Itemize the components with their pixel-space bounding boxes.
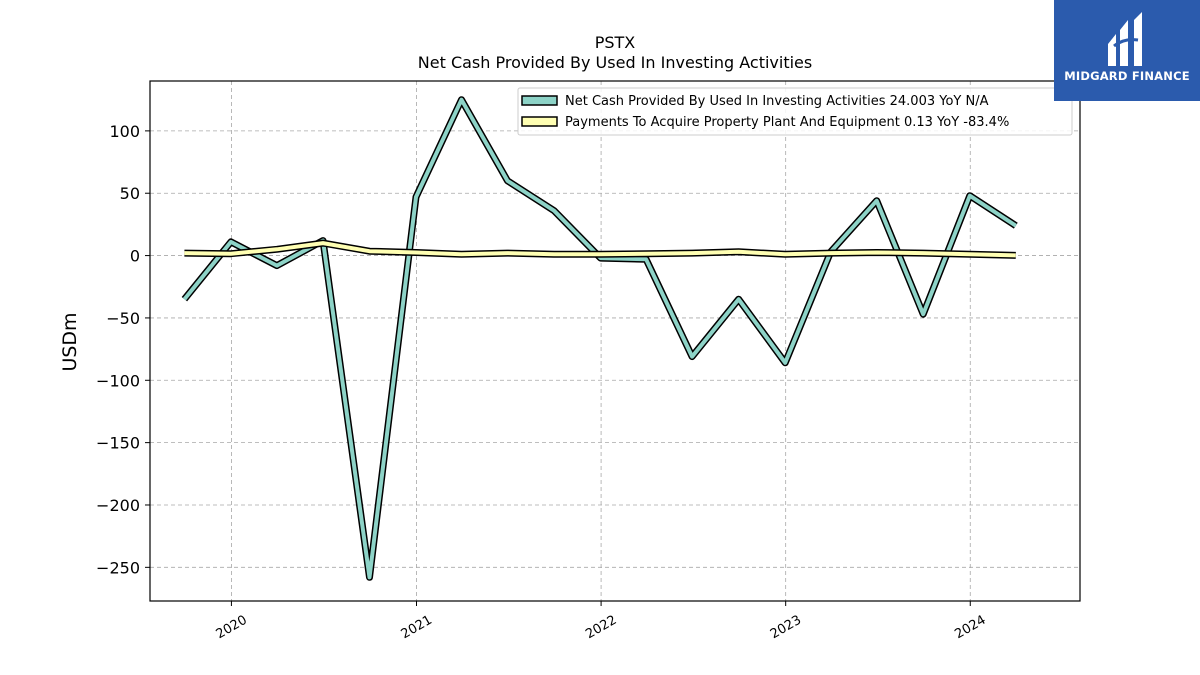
x-tick-label: 2020 xyxy=(214,613,250,643)
grid-lines xyxy=(150,81,1080,601)
series-2 xyxy=(184,239,1016,259)
y-tick-label: −200 xyxy=(96,496,140,515)
chart-subtitle: Net Cash Provided By Used In Investing A… xyxy=(418,53,812,72)
y-tick-label: −250 xyxy=(96,558,140,577)
y-tick-label: −100 xyxy=(96,371,140,390)
legend-label: Payments To Acquire Property Plant And E… xyxy=(565,115,1009,130)
legend-swatch xyxy=(521,95,558,106)
series-line-outline xyxy=(181,96,1018,581)
chart-title: PSTX xyxy=(595,33,636,52)
y-tick-label: 0 xyxy=(130,247,140,266)
x-tick-label: 2022 xyxy=(583,613,619,643)
y-axis-ticks: 100 50 0 −50 −100 −150 −200 −250 xyxy=(96,122,150,577)
legend-swatch xyxy=(521,116,558,127)
y-tick-label: −50 xyxy=(106,309,140,328)
x-axis-ticks: 2020 2021 2022 2023 2024 xyxy=(214,601,989,642)
legend-label: Net Cash Provided By Used In Investing A… xyxy=(565,94,989,109)
midgard-logo-icon xyxy=(1108,12,1142,66)
logo-text: MIDGARD FINANCE xyxy=(1064,69,1190,83)
y-tick-label: 50 xyxy=(120,184,140,203)
midgard-finance-logo: MIDGARD FINANCE xyxy=(1054,0,1200,101)
series-layer xyxy=(181,96,1018,581)
series-line xyxy=(182,97,1017,580)
y-axis-label: USDm xyxy=(59,312,81,371)
legend: Net Cash Provided By Used In Investing A… xyxy=(517,87,1073,136)
legend-box xyxy=(517,87,1073,136)
x-tick-label: 2024 xyxy=(952,613,988,643)
y-tick-label: −150 xyxy=(96,434,140,453)
plot-frame xyxy=(149,80,1081,602)
y-tick-label: 100 xyxy=(109,122,140,141)
series-1 xyxy=(181,96,1018,581)
x-tick-label: 2023 xyxy=(768,613,804,643)
x-tick-label: 2021 xyxy=(399,613,435,643)
series-line xyxy=(184,241,1016,258)
